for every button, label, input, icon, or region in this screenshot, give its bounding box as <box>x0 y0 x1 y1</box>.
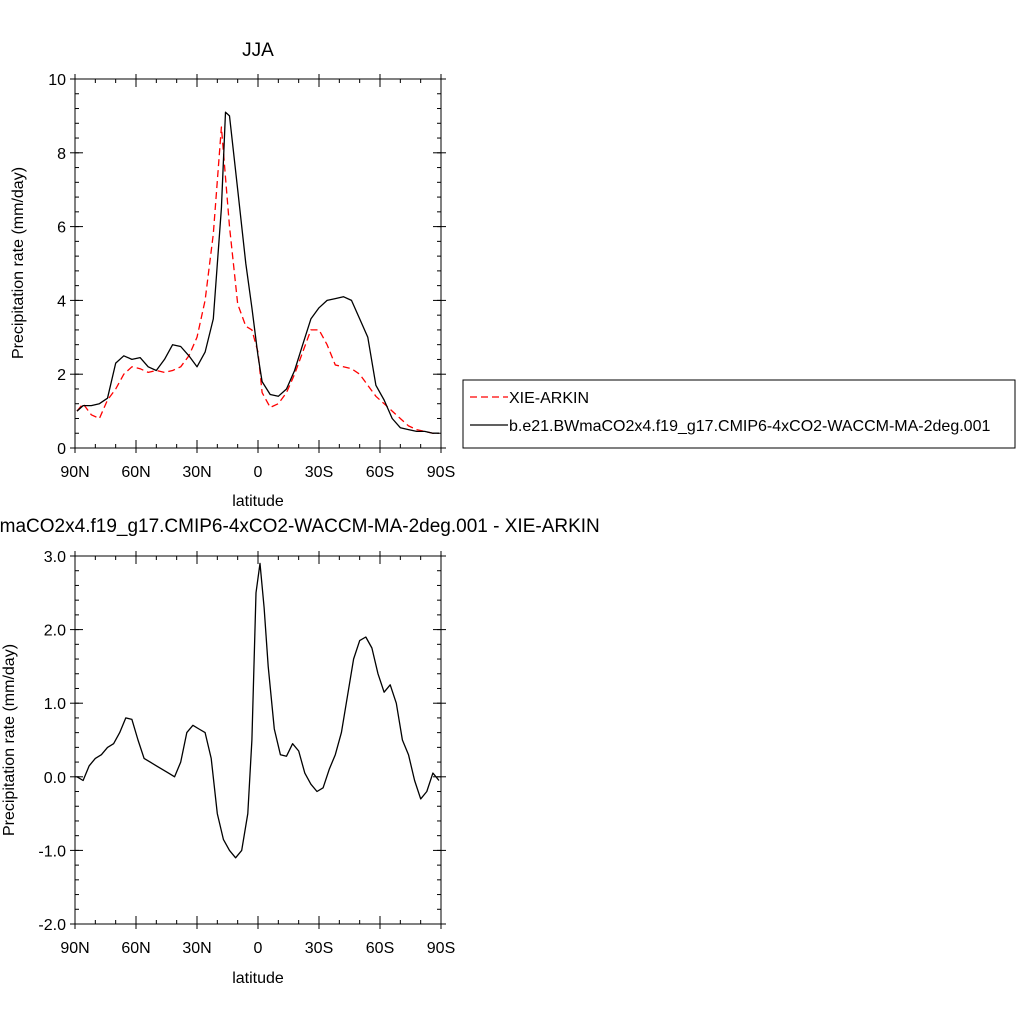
top-chart-panel: JJA Precipitation rate (mm/day) latitude… <box>10 40 455 510</box>
bottom-chart-ticks: 90N 60N 30N 0 30S 60S 90S -2.0 -1.0 0.0 1.0 2.0 3.0 <box>38 549 455 957</box>
top-y-tick-label: 0 <box>57 441 66 458</box>
top-y-tick-label: 4 <box>57 293 66 310</box>
top-x-tick-label: 0 <box>254 464 263 481</box>
top-y-tick-label: 6 <box>57 220 66 237</box>
top-chart-title: JJA <box>242 40 274 61</box>
bottom-chart-ylabel: Precipitation rate (mm/day) <box>1 644 18 836</box>
bottom-y-tick-label: 1.0 <box>44 696 66 713</box>
bottom-x-tick-label: 60S <box>366 940 394 957</box>
bottom-x-tick-label: 90S <box>427 940 455 957</box>
bottom-chart-title: b.e21.BWmaCO2x4.f19_g17.CMIP6-4xCO2-WACC… <box>0 516 600 537</box>
bottom-chart-xlabel: latitude <box>232 970 284 987</box>
bottom-series-line-1 <box>76 562 440 859</box>
top-chart-ticks: 90N 60N 30N 0 30S 60S 90S 0 2 4 6 8 10 <box>48 72 455 481</box>
top-x-tick-label: 90S <box>427 464 455 481</box>
legend-box <box>462 379 1016 449</box>
top-x-tick-label: 60N <box>121 464 150 481</box>
legend-label-model: b.e21.BWmaCO2x4.f19_g17.CMIP6-4xCO2-WACC… <box>509 418 990 435</box>
top-series-line-2 <box>76 111 439 434</box>
legend-label-xie-arkin: XIE-ARKIN <box>509 390 589 407</box>
bottom-y-tick-label: -2.0 <box>38 917 66 934</box>
top-chart-ylabel: Precipitation rate (mm/day) <box>10 167 27 359</box>
top-y-tick-label: 8 <box>57 146 66 163</box>
bottom-x-tick-label: 0 <box>254 940 263 957</box>
top-chart-xlabel: latitude <box>232 493 284 510</box>
bottom-y-tick-label: 0.0 <box>44 770 66 787</box>
top-x-tick-label: 60S <box>366 464 394 481</box>
bottom-x-tick-label: 60N <box>121 940 150 957</box>
bottom-y-tick-label: -1.0 <box>38 843 66 860</box>
top-x-tick-label: 30N <box>182 464 211 481</box>
bottom-x-tick-label: 90N <box>60 940 89 957</box>
bottom-x-tick-label: 30S <box>305 940 333 957</box>
bottom-y-tick-label: 2.0 <box>44 623 66 640</box>
bottom-chart-panel: b.e21.BWmaCO2x4.f19_g17.CMIP6-4xCO2-WACC… <box>0 516 600 987</box>
top-x-tick-label: 90N <box>60 464 89 481</box>
top-x-tick-label: 30S <box>305 464 333 481</box>
bottom-x-tick-label: 30N <box>182 940 211 957</box>
bottom-chart-series <box>76 562 440 859</box>
legend: XIE-ARKIN b.e21.BWmaCO2x4.f19_g17.CMIP6-… <box>462 379 1016 449</box>
top-chart-series <box>76 111 439 434</box>
bottom-y-tick-label: 3.0 <box>44 549 66 566</box>
top-series-line-1 <box>76 126 439 434</box>
top-chart-frame <box>74 78 442 449</box>
top-y-tick-label: 10 <box>48 72 66 89</box>
top-y-tick-label: 2 <box>57 367 66 384</box>
bottom-chart-frame <box>74 555 442 925</box>
